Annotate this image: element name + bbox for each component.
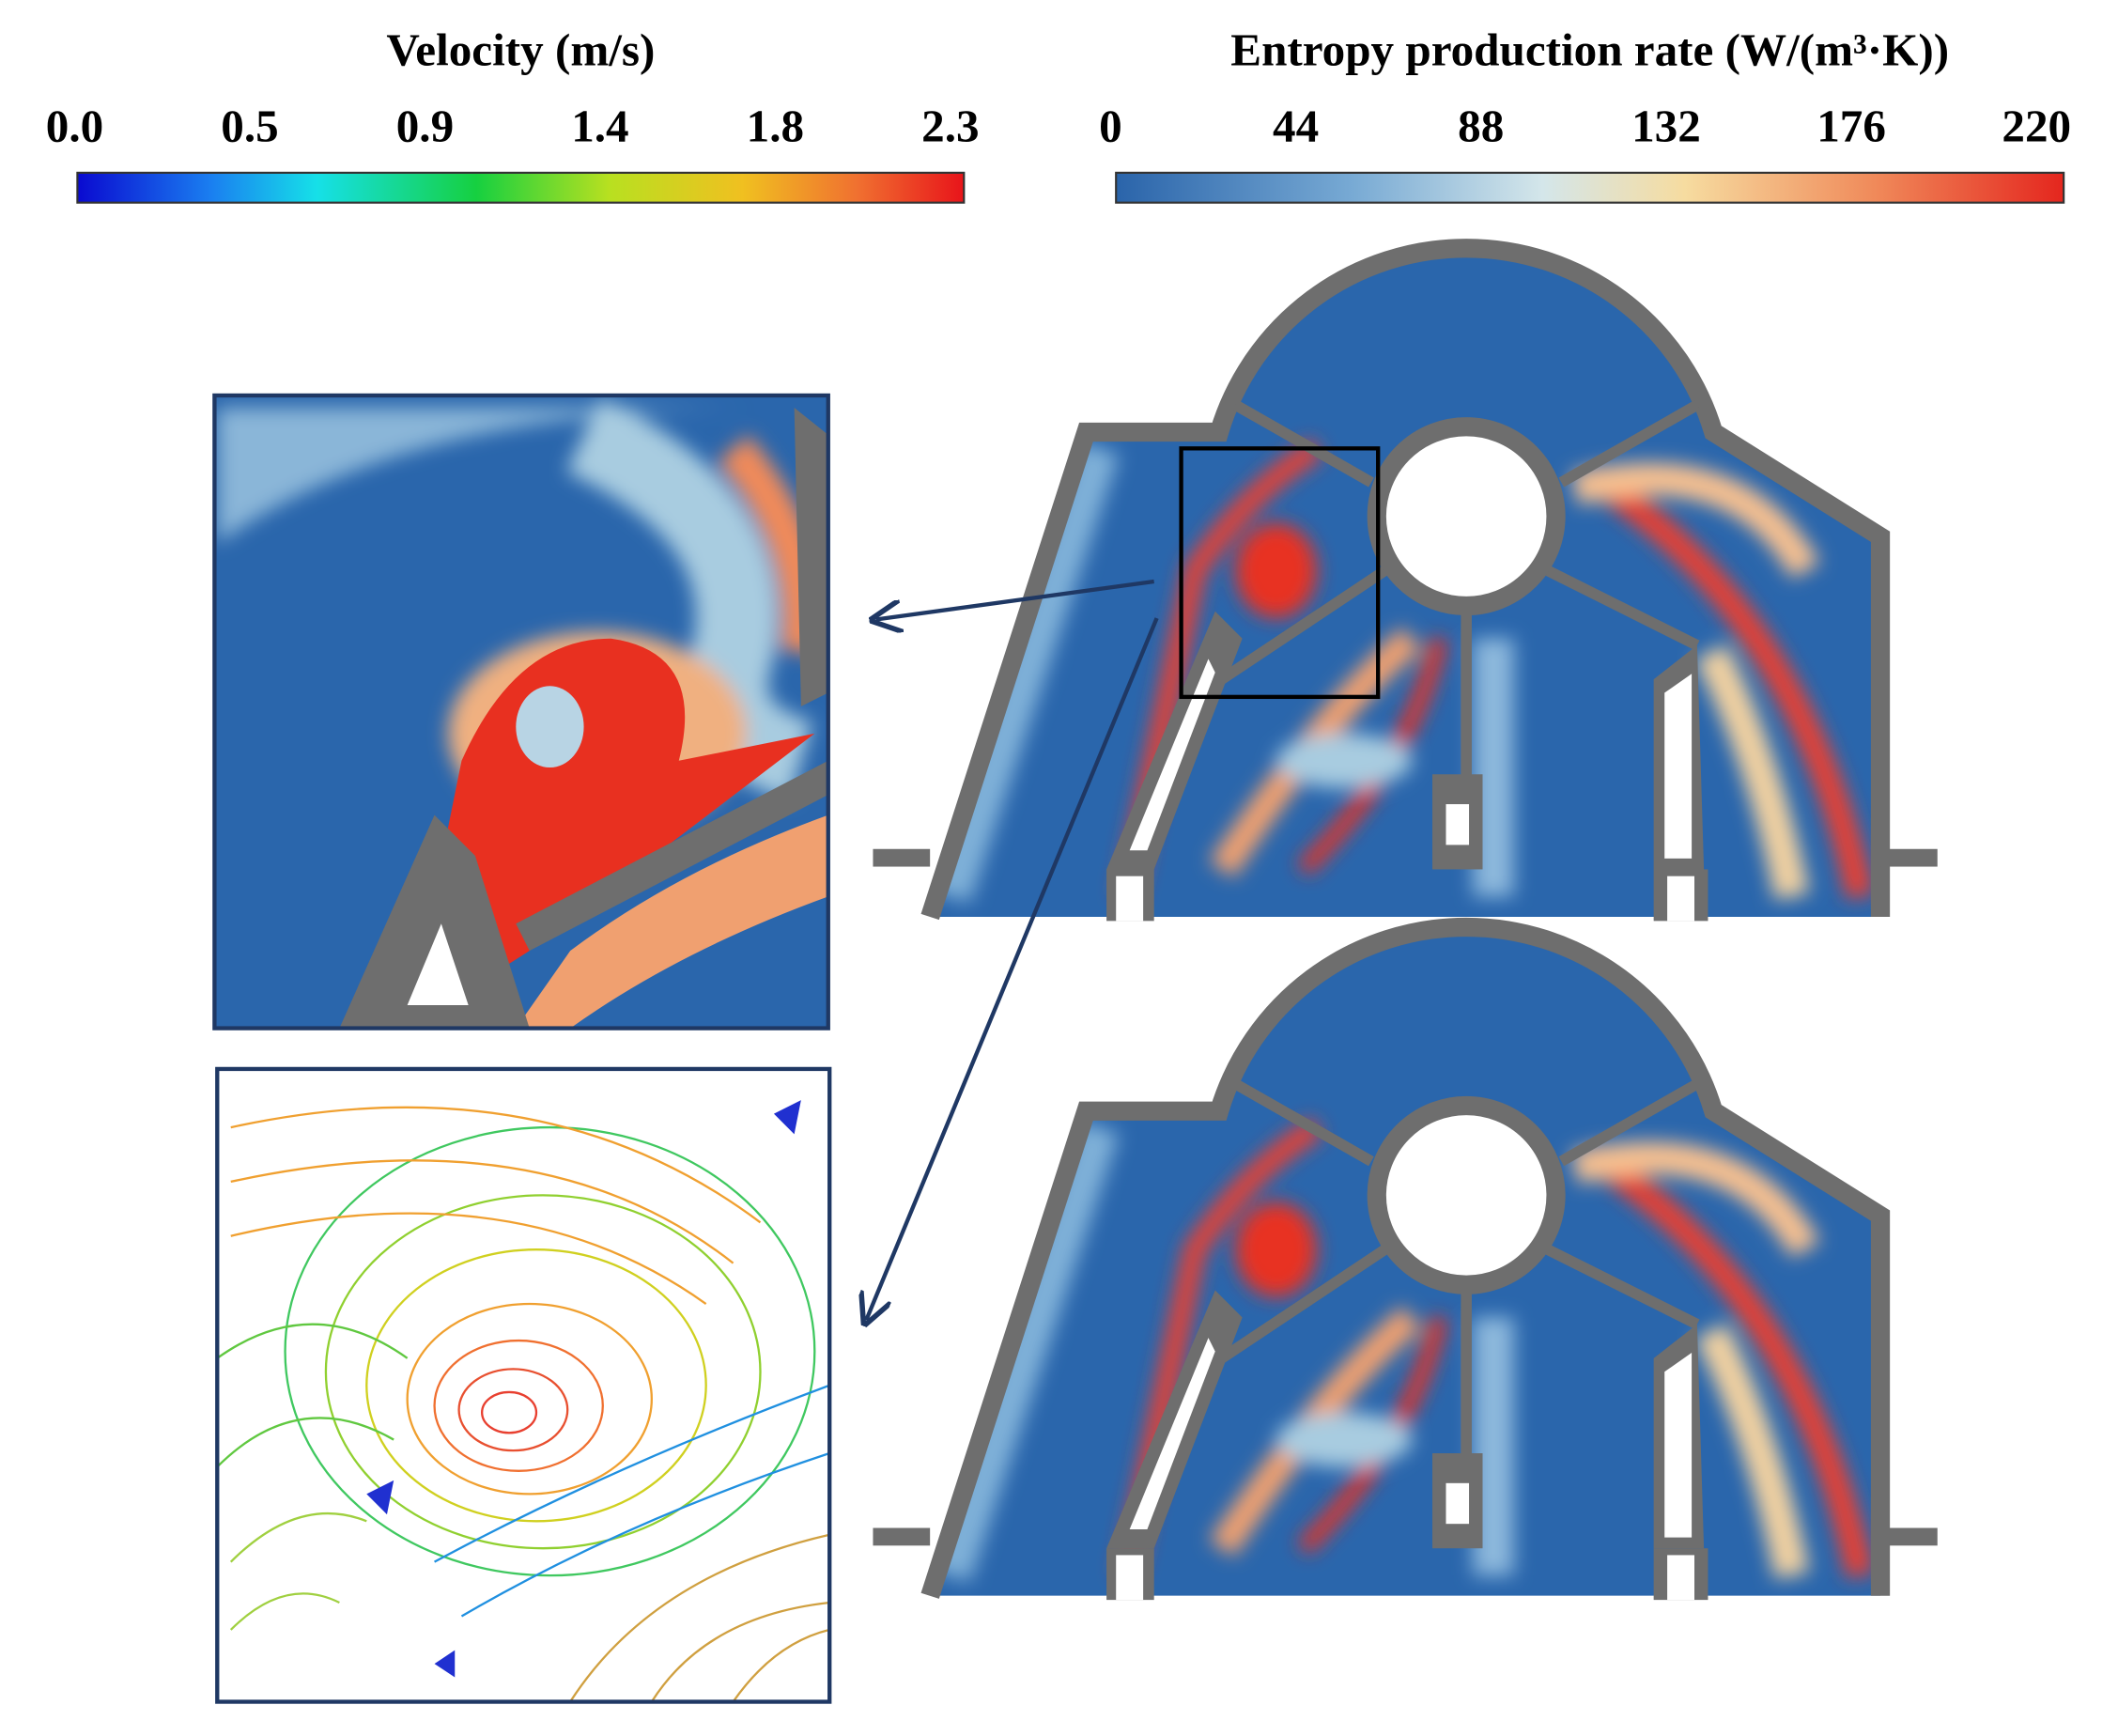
colorbar-tick-label: 132 [1631,101,1701,152]
colorbar [76,171,966,204]
colorbar-tick-label: 0.0 [46,101,103,152]
colorbar-title: Entropy production rate (W/(m³·K)) [1230,24,1949,76]
colorbar [1115,171,2065,204]
colorbar-tick-label: 1.4 [571,101,628,152]
arrow [866,617,1159,1320]
colorbar-tick-label: 44 [1273,101,1319,152]
arrow [875,579,1154,619]
colorbar-tick-label: 2.3 [921,101,979,152]
entropy-field-top [873,245,1937,924]
colorbar-tick-label: 0.5 [221,101,278,152]
inset-frame [215,1066,832,1704]
streamline-inset [217,1068,830,1702]
colorbar-tick-label: 220 [2002,101,2071,152]
colorbar-tick-label: 0.9 [396,101,454,152]
colorbar-tick-label: 1.8 [747,101,804,152]
colorbar-title: Velocity (m/s) [386,24,655,76]
colorbar-tick-label: 0 [1099,101,1122,152]
colorbar-tick-label: 176 [1817,101,1886,152]
velocity-contour-inset [214,395,828,1029]
zoom-box [1179,446,1381,700]
colorbars: Velocity (m/s) 0.0 0.5 0.9 1.4 1.8 2.3 Entropy … [46,24,2071,204]
entropy-field-bottom [873,923,1937,1603]
inset-frame [212,393,830,1031]
colorbar-tick-label: 88 [1458,101,1504,152]
